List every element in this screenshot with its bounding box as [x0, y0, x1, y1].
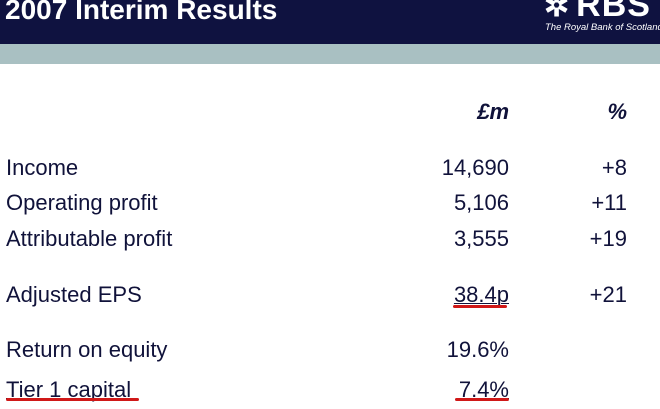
page-title: 2007 Interim Results: [5, 0, 278, 25]
row-label: Return on equity: [6, 337, 168, 362]
header-bar: [0, 0, 660, 44]
logo-tagline: The Royal Bank of Scotland: [545, 22, 660, 33]
logo-text: RBS: [576, 0, 651, 24]
row-change: +11: [591, 190, 627, 215]
row-change: +8: [601, 155, 627, 180]
red-annotation-underline: [455, 398, 509, 401]
row-value: 3,555: [453, 226, 509, 251]
row-label: Operating profit: [6, 190, 158, 215]
row-label: Income: [6, 155, 79, 180]
column-header-gbp-m: £m: [477, 99, 509, 124]
row-label: Adjusted EPS: [6, 282, 142, 307]
row-value: 38.4p: [453, 282, 509, 307]
row-label: Attributable profit: [6, 226, 173, 251]
row-change: +19: [589, 226, 627, 251]
red-annotation-underline: [6, 398, 139, 401]
row-value: 7.4%: [458, 377, 509, 402]
daisy-wheel-icon: ✲: [544, 0, 571, 23]
rbs-logo: ✲ RBS: [544, 0, 651, 25]
row-change: +21: [589, 282, 627, 307]
row-value: 19.6%: [446, 337, 509, 362]
row-value: 5,106: [453, 190, 509, 215]
row-value: 14,690: [441, 155, 509, 180]
column-header-percent: %: [607, 99, 627, 124]
row-label: Tier 1 capital: [6, 377, 132, 402]
header-band: [0, 44, 660, 64]
red-annotation-underline: [453, 305, 507, 308]
